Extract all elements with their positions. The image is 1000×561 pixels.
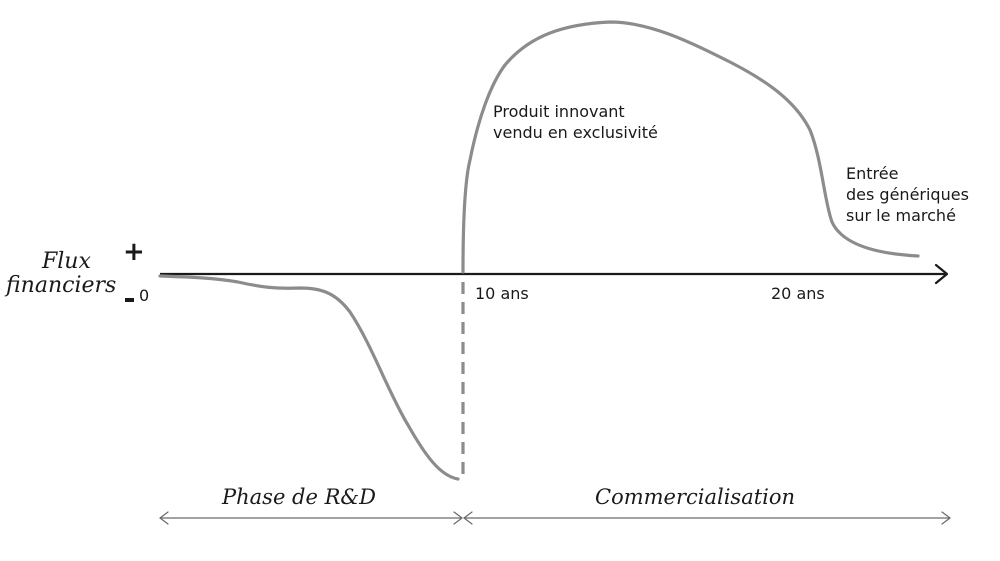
- zero-label: 0: [139, 286, 149, 305]
- rd-cost-curve: [158, 274, 460, 481]
- y-axis-label-line1: Flux: [41, 249, 91, 274]
- annotation-generiques-line2: des génériques: [846, 185, 969, 204]
- x-axis-arrowhead: [934, 263, 949, 285]
- phase-commercial-label: Commercialisation: [595, 485, 795, 509]
- phase-rd-span-arrow: [159, 511, 463, 525]
- annotation-generiques-line1: Entrée: [846, 164, 898, 183]
- commercial-revenue-curve: [461, 20, 920, 274]
- y-axis-label-line2: financiers: [4, 273, 116, 298]
- tick-10-ans: 10 ans: [475, 284, 529, 303]
- plus-sign: +: [123, 237, 145, 267]
- phase-rd-label: Phase de R&D: [221, 485, 376, 509]
- phase-commercial-span-arrow: [463, 511, 951, 525]
- annotation-innovant-line1: Produit innovant: [493, 102, 625, 121]
- minus-sign: [125, 298, 134, 302]
- annotation-innovant-line2: vendu en exclusivité: [493, 123, 658, 142]
- tick-20-ans: 20 ans: [771, 284, 825, 303]
- annotation-generiques-line3: sur le marché: [846, 206, 956, 225]
